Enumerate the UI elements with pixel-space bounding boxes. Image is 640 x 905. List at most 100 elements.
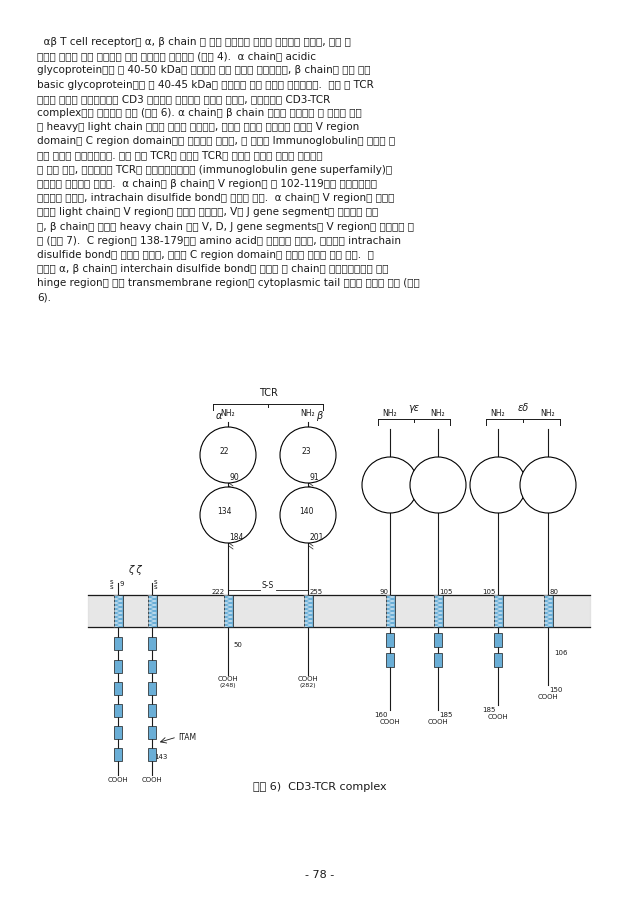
FancyBboxPatch shape xyxy=(434,633,442,647)
Text: complex라고 부르기도 한다 (그림 6). α chain과 β chain 단백질 사슐들은 그 구성이 항체: complex라고 부르기도 한다 (그림 6). α chain과 β cha… xyxy=(37,108,362,118)
Text: −: − xyxy=(385,605,396,617)
Circle shape xyxy=(280,487,336,543)
Text: 255: 255 xyxy=(310,589,323,595)
Text: 134: 134 xyxy=(217,508,231,517)
Text: COOH: COOH xyxy=(488,714,508,720)
Text: 91: 91 xyxy=(309,472,319,481)
FancyBboxPatch shape xyxy=(223,595,232,627)
Circle shape xyxy=(200,427,256,483)
Text: 구성되어 있으며, intrachain disulfide bond를 가지고 있다.  α chain의 V region의 구성은: 구성되어 있으며, intrachain disulfide bond를 가지고… xyxy=(37,193,394,204)
FancyBboxPatch shape xyxy=(148,704,156,717)
Text: NH₂: NH₂ xyxy=(383,409,397,418)
Text: +: + xyxy=(303,605,314,617)
Text: NH₂: NH₂ xyxy=(431,409,445,418)
Text: COOH: COOH xyxy=(141,777,163,783)
Text: 외에도 α, β chain은 interchain disulfide bond가 있어서 두 chain을 동유결합시키고 있는: 외에도 α, β chain은 interchain disulfide bon… xyxy=(37,264,388,274)
Text: 50: 50 xyxy=(233,642,242,648)
FancyBboxPatch shape xyxy=(114,726,122,739)
Text: NH₂: NH₂ xyxy=(301,409,316,418)
FancyBboxPatch shape xyxy=(433,595,442,627)
Text: 90: 90 xyxy=(229,472,239,481)
Text: COOH: COOH xyxy=(298,676,318,682)
FancyBboxPatch shape xyxy=(494,633,502,647)
Text: 9: 9 xyxy=(120,581,125,587)
Text: s: s xyxy=(109,584,113,590)
Text: COOH: COOH xyxy=(218,676,238,682)
Circle shape xyxy=(410,457,466,513)
Text: - 78 -: - 78 - xyxy=(305,870,335,880)
Text: disulfide bond를 가지고 있어서, 항체의 C region domain과 비슷한 구조를 하고 있다.  그: disulfide bond를 가지고 있어서, 항체의 C region do… xyxy=(37,250,374,260)
Text: 140: 140 xyxy=(299,508,313,517)
FancyBboxPatch shape xyxy=(114,637,122,650)
FancyBboxPatch shape xyxy=(303,595,312,627)
Text: −: − xyxy=(493,605,503,617)
Text: S-S: S-S xyxy=(262,582,274,590)
FancyBboxPatch shape xyxy=(386,653,394,667)
Text: COOH: COOH xyxy=(108,777,129,783)
FancyBboxPatch shape xyxy=(147,595,157,627)
Text: COOH: COOH xyxy=(538,694,558,700)
Circle shape xyxy=(200,487,256,543)
Text: domain과 C region domain으로 구성되어 있으며, 그 크기도 Immunoglobulin의 경우와 유: domain과 C region domain으로 구성되어 있으며, 그 크기… xyxy=(37,137,395,147)
Text: 105: 105 xyxy=(483,589,496,595)
Circle shape xyxy=(280,427,336,483)
Text: 160: 160 xyxy=(374,712,388,718)
FancyBboxPatch shape xyxy=(494,653,502,667)
Text: (282): (282) xyxy=(300,683,316,688)
Text: NH₂: NH₂ xyxy=(541,409,556,418)
Text: γε: γε xyxy=(408,403,419,413)
Text: αβ T cell receptor는 α, β chain 두 가지 단백질이 물어서 이루어진 것으로, 이들 두: αβ T cell receptor는 α, β chain 두 가지 단백질이… xyxy=(37,37,351,47)
Text: 23: 23 xyxy=(301,447,311,456)
FancyBboxPatch shape xyxy=(114,660,122,673)
Text: 사한 것으로 확인되어있다. 이와 같은 TCR의 성질은 TCR도 항체와 구조가 비슷한 유전자로: 사한 것으로 확인되어있다. 이와 같은 TCR의 성질은 TCR도 항체와 구… xyxy=(37,150,323,160)
Text: 단백질 사슐은 서로 동유걸합 되어 세포막에 존재한다 (그림 4).  α chain은 acidic: 단백질 사슐은 서로 동유걸합 되어 세포막에 존재한다 (그림 4). α c… xyxy=(37,52,316,62)
Text: basic glycoprotein으로 약 40-45 kDa의 누자량을 가진 세포막 단백질이다.  이들 두 TCR: basic glycoprotein으로 약 40-45 kDa의 누자량을 가… xyxy=(37,80,374,90)
Text: s: s xyxy=(154,584,157,590)
FancyBboxPatch shape xyxy=(114,704,122,717)
FancyBboxPatch shape xyxy=(114,682,122,695)
Text: COOH: COOH xyxy=(428,719,449,725)
Text: TCR: TCR xyxy=(259,388,277,398)
Text: 150: 150 xyxy=(549,687,563,693)
Text: (248): (248) xyxy=(220,683,236,688)
FancyBboxPatch shape xyxy=(148,660,156,673)
Text: 185: 185 xyxy=(483,707,496,713)
Text: 201: 201 xyxy=(309,532,323,541)
Text: 일원임을 보여주는 것이다.  α chain과 β chain의 V region은 약 102-119개의 아미노산으로: 일원임을 보여주는 것이다. α chain과 β chain의 V regio… xyxy=(37,179,377,189)
Text: εδ: εδ xyxy=(517,403,529,413)
Text: 22: 22 xyxy=(220,447,228,456)
Text: NH₂: NH₂ xyxy=(221,409,236,418)
Text: 그림 6)  CD3-TCR complex: 그림 6) CD3-TCR complex xyxy=(253,782,387,792)
Text: 222: 222 xyxy=(212,589,225,595)
Text: 단백질 사슐은 세포막에서는 CD3 단백질과 복합체를 이루고 있어서, 일반적으로 CD3-TCR: 단백질 사슐은 세포막에서는 CD3 단백질과 복합체를 이루고 있어서, 일반… xyxy=(37,94,330,104)
Text: ITAM: ITAM xyxy=(178,732,196,741)
Text: 90: 90 xyxy=(379,589,388,595)
Text: −: − xyxy=(113,605,124,617)
Text: 105: 105 xyxy=(439,589,452,595)
Text: 106: 106 xyxy=(554,650,568,656)
Text: 며, β chain은 항체의 heavy chain 처럼 V, D, J gene segments로 V region이 구성되어 있: 며, β chain은 항체의 heavy chain 처럼 V, D, J g… xyxy=(37,222,414,232)
Circle shape xyxy=(470,457,526,513)
Text: glycoprotein으로 약 40-50 kDa의 분자량을 가진 시낙막 단백질이며, β chain은 중성 또는: glycoprotein으로 약 40-50 kDa의 분자량을 가진 시낙막 … xyxy=(37,65,371,75)
Text: 80: 80 xyxy=(549,589,558,595)
Text: 185: 185 xyxy=(439,712,452,718)
FancyBboxPatch shape xyxy=(385,595,394,627)
Circle shape xyxy=(520,457,576,513)
Text: β: β xyxy=(316,411,323,421)
Text: +: + xyxy=(223,605,234,617)
Text: 는 많이 되며, 글어서으로 TCR도 면체유전자대가족 (immunoglobulin gene superfamily)의: 는 많이 되며, 글어서으로 TCR도 면체유전자대가족 (immunoglob… xyxy=(37,165,392,175)
Text: 항체의 light chain의 V region의 경우와 유사하여, V와 J gene segment로 구성되어 있으: 항체의 light chain의 V region의 경우와 유사하여, V와 … xyxy=(37,207,378,217)
FancyBboxPatch shape xyxy=(493,595,502,627)
Text: −: − xyxy=(543,605,553,617)
Text: s: s xyxy=(109,579,113,585)
Circle shape xyxy=(362,457,418,513)
Text: ζ ζ: ζ ζ xyxy=(128,565,142,575)
FancyBboxPatch shape xyxy=(148,682,156,695)
FancyBboxPatch shape xyxy=(434,653,442,667)
Text: 184: 184 xyxy=(229,532,243,541)
Text: NH₂: NH₂ xyxy=(491,409,506,418)
FancyBboxPatch shape xyxy=(148,637,156,650)
FancyBboxPatch shape xyxy=(386,633,394,647)
Text: 6).: 6). xyxy=(37,292,51,302)
Text: hinge region과 짧은 transmembrane region과 cytoplasmic tail 부분을 가지고 있다 (그림: hinge region과 짧은 transmembrane region과 c… xyxy=(37,279,420,289)
